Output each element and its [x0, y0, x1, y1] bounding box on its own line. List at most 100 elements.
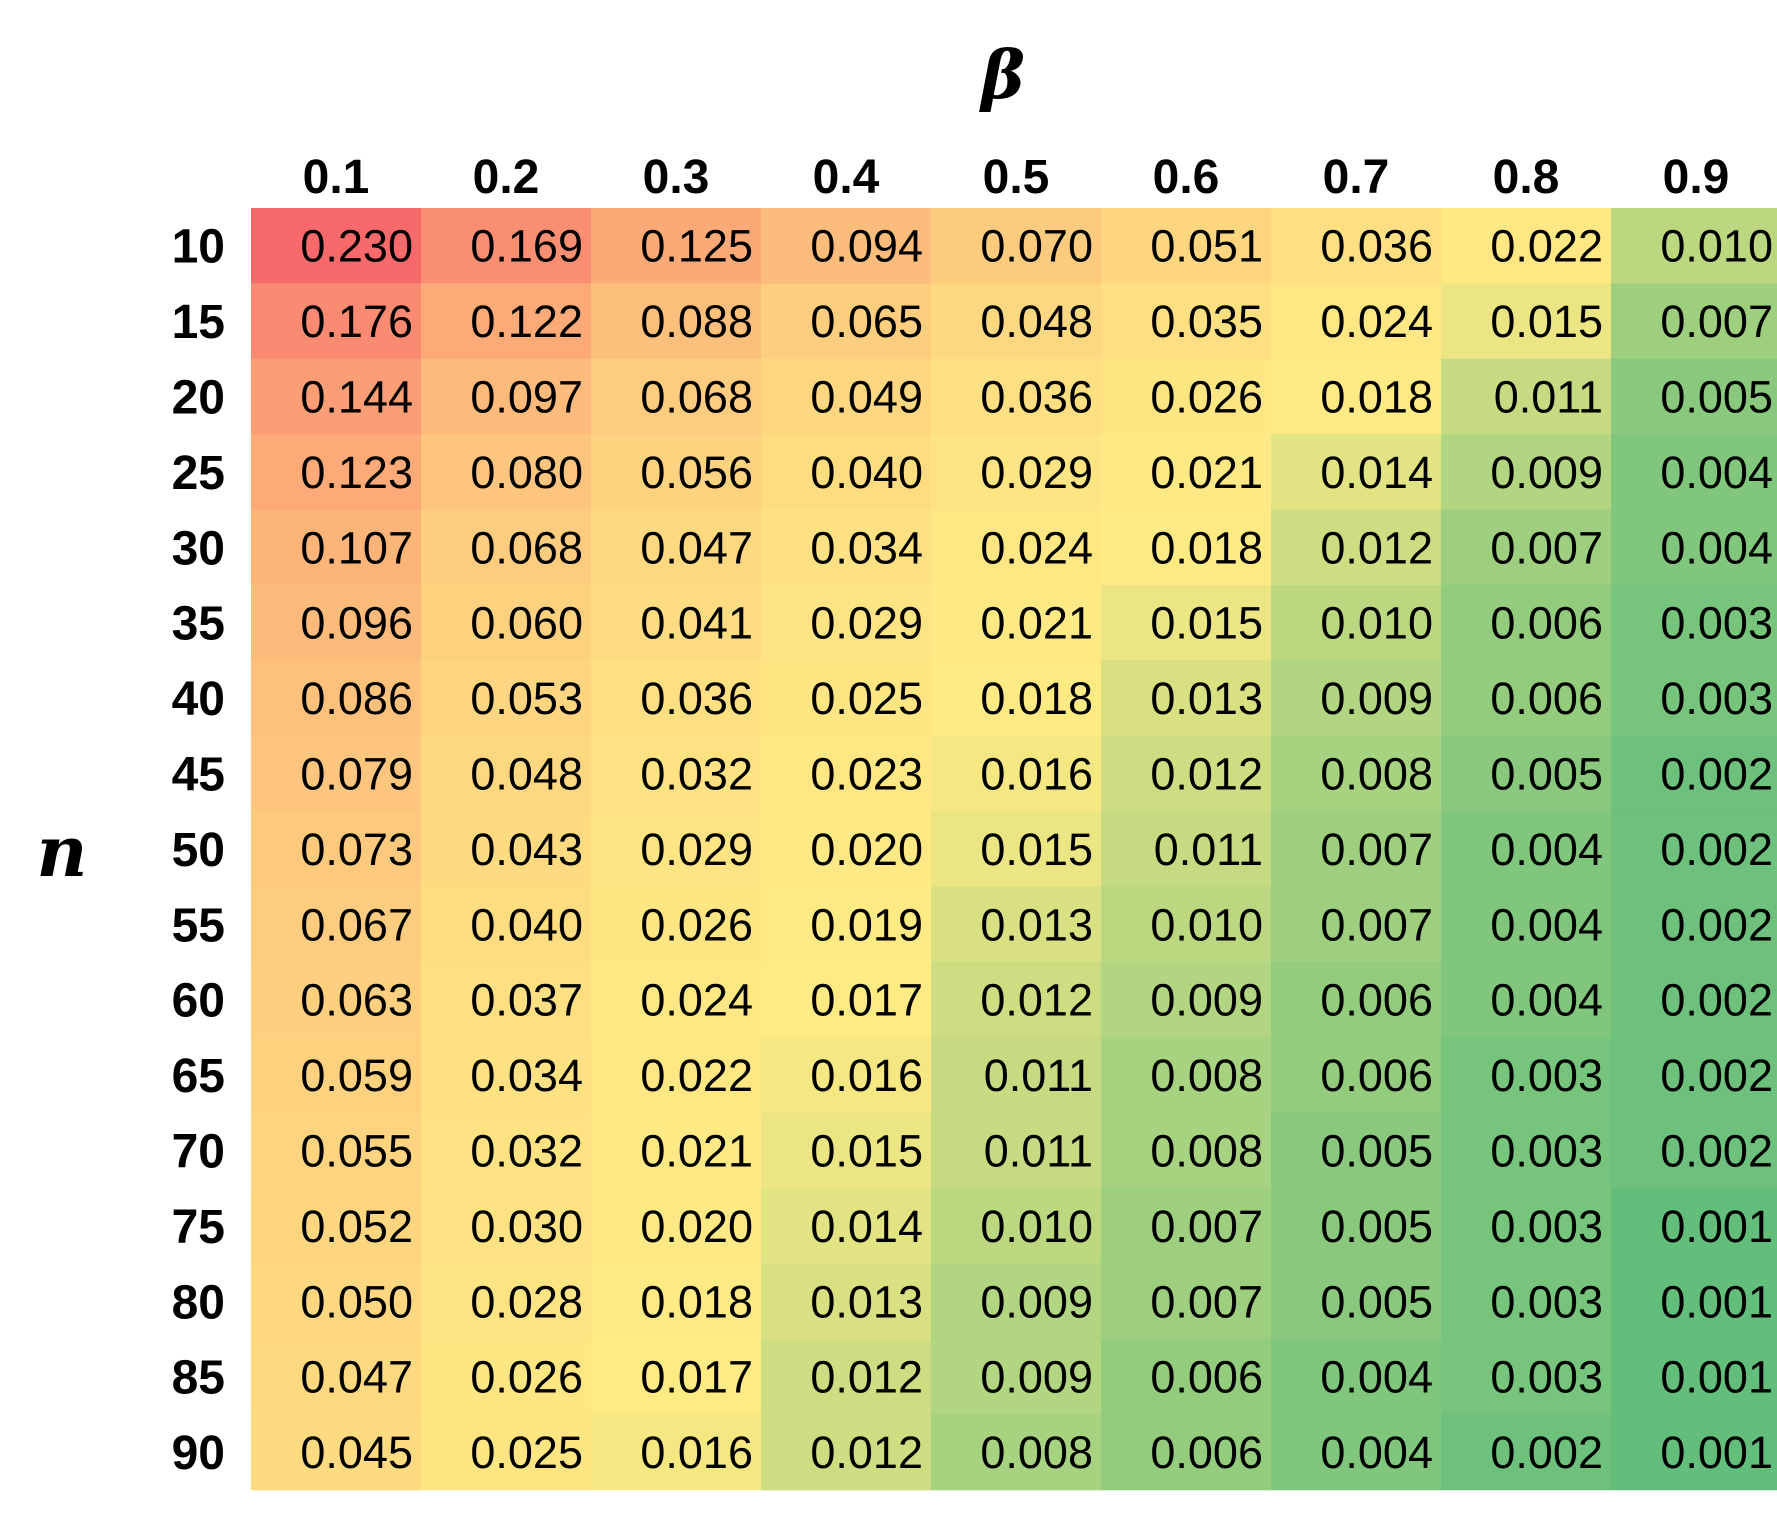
cell-value-label: 0.012 — [1150, 749, 1263, 800]
y-tick-labels: 10 15 20 25 30 35 40 45 50 55 60 65 70 75 80 85 90 — [172, 221, 225, 1480]
y-tick-label: 30 — [172, 522, 225, 575]
y-tick-label: 35 — [172, 598, 225, 651]
cell-value-label: 0.017 — [810, 975, 923, 1026]
cell-value-label: 0.013 — [980, 899, 1093, 950]
cell-value-label: 0.013 — [810, 1276, 923, 1327]
cell-value-label: 0.002 — [1660, 899, 1773, 950]
heatmap-cell — [1271, 509, 1442, 586]
cell-value-label: 0.024 — [980, 522, 1093, 573]
cell-value-label: 0.086 — [300, 673, 413, 724]
heatmap-cell — [421, 735, 592, 812]
heatmap-cell — [1611, 1037, 1777, 1114]
y-tick-label: 65 — [172, 1050, 225, 1103]
cell-value-label: 0.060 — [470, 598, 583, 649]
x-tick-label: 0.8 — [1493, 151, 1560, 204]
heatmap-cells — [251, 208, 1777, 1491]
cell-value-label: 0.008 — [1150, 1050, 1263, 1101]
y-tick-label: 70 — [172, 1126, 225, 1179]
heatmap-cell — [1441, 208, 1612, 284]
cell-value-label: 0.006 — [1490, 673, 1603, 724]
heatmap-cell — [1101, 1339, 1272, 1415]
cell-value-label: 0.005 — [1490, 749, 1603, 800]
cell-value-label: 0.002 — [1660, 749, 1773, 800]
cell-value-label: 0.045 — [300, 1427, 413, 1478]
cell-value-label: 0.034 — [470, 1050, 583, 1101]
cell-value-label: 0.002 — [1660, 975, 1773, 1026]
heatmap-cell — [1101, 660, 1272, 737]
cell-value-label: 0.122 — [470, 296, 583, 347]
heatmap-cell — [1101, 585, 1272, 661]
heatmap-cell — [1271, 1037, 1442, 1114]
heatmap-cell — [591, 1112, 762, 1189]
cell-value-label: 0.007 — [1320, 824, 1433, 875]
cell-value-label: 0.043 — [470, 824, 583, 875]
heatmap-cell — [931, 811, 1102, 888]
heatmap-cell — [761, 811, 932, 888]
cell-value-label: 0.017 — [640, 1352, 753, 1403]
heatmap-cell — [1271, 735, 1442, 812]
heatmap-cell — [421, 434, 592, 511]
cell-value-label: 0.010 — [980, 1201, 1093, 1252]
heatmap-cell — [931, 1112, 1102, 1189]
cell-value-label: 0.011 — [984, 1050, 1093, 1101]
cell-value-label: 0.053 — [470, 673, 583, 724]
heatmap-cell — [1441, 1188, 1612, 1265]
heatmap-cell — [421, 1112, 592, 1189]
cell-value-label: 0.036 — [980, 372, 1093, 423]
heatmap-cell — [931, 735, 1102, 812]
heatmap-cell — [421, 1339, 592, 1415]
heatmap-cell — [931, 962, 1102, 1038]
cell-value-label: 0.035 — [1150, 296, 1263, 347]
heatmap-cell — [1441, 358, 1612, 435]
heatmap-cell — [591, 509, 762, 586]
y-tick-label: 55 — [172, 899, 225, 952]
cell-value-label: 0.013 — [1150, 673, 1263, 724]
heatmap-cell — [251, 811, 422, 888]
heatmap-cell — [591, 811, 762, 888]
heatmap-cell — [1101, 735, 1272, 812]
heatmap-cell — [1101, 1112, 1272, 1189]
heatmap-cell — [421, 283, 592, 360]
cell-value-label: 0.230 — [300, 221, 413, 272]
heatmap-cell — [251, 1263, 422, 1340]
cell-value-label: 0.005 — [1660, 372, 1773, 423]
heatmap-cell — [421, 208, 592, 284]
heatmap-cell — [1271, 283, 1442, 360]
y-tick-label: 50 — [172, 824, 225, 877]
cell-value-label: 0.002 — [1660, 1126, 1773, 1177]
heatmap-cell — [591, 886, 762, 963]
cell-value-label: 0.009 — [1490, 447, 1603, 498]
cell-value-label: 0.059 — [300, 1050, 413, 1101]
heatmap-cell — [1271, 811, 1442, 888]
data-labels: 0.230 0.169 0.125 0.094 0.070 0.051 0.036 0.022… — [300, 221, 1773, 1478]
cell-value-label: 0.007 — [1150, 1276, 1263, 1327]
cell-value-label: 0.021 — [640, 1126, 753, 1177]
heatmap-cell — [1271, 358, 1442, 435]
heatmap-cell — [421, 509, 592, 586]
cell-value-label: 0.012 — [1320, 522, 1433, 573]
cell-value-label: 0.015 — [1150, 598, 1263, 649]
heatmap-cell — [251, 1414, 422, 1491]
heatmap-cell — [1441, 1037, 1612, 1114]
cell-value-label: 0.004 — [1660, 522, 1773, 573]
heatmap-cell — [1441, 283, 1612, 360]
cell-value-label: 0.024 — [640, 975, 753, 1026]
cell-value-label: 0.088 — [640, 296, 753, 347]
heatmap-cell — [1611, 735, 1777, 812]
cell-value-label: 0.073 — [300, 824, 413, 875]
heatmap-cell — [421, 585, 592, 661]
cell-value-label: 0.026 — [470, 1352, 583, 1403]
cell-value-label: 0.036 — [640, 673, 753, 724]
heatmap-cell — [591, 585, 762, 661]
x-tick-label: 0.9 — [1663, 151, 1730, 204]
heatmap-cell — [421, 962, 592, 1038]
cell-value-label: 0.011 — [984, 1126, 1093, 1177]
heatmap-cell — [251, 585, 422, 661]
cell-value-label: 0.004 — [1490, 899, 1603, 950]
heatmap-cell — [1101, 962, 1272, 1038]
cell-value-label: 0.022 — [640, 1050, 753, 1101]
cell-value-label: 0.037 — [470, 975, 583, 1026]
heatmap-cell — [1441, 811, 1612, 888]
cell-value-label: 0.047 — [300, 1352, 413, 1403]
heatmap-cell — [1611, 1112, 1777, 1189]
